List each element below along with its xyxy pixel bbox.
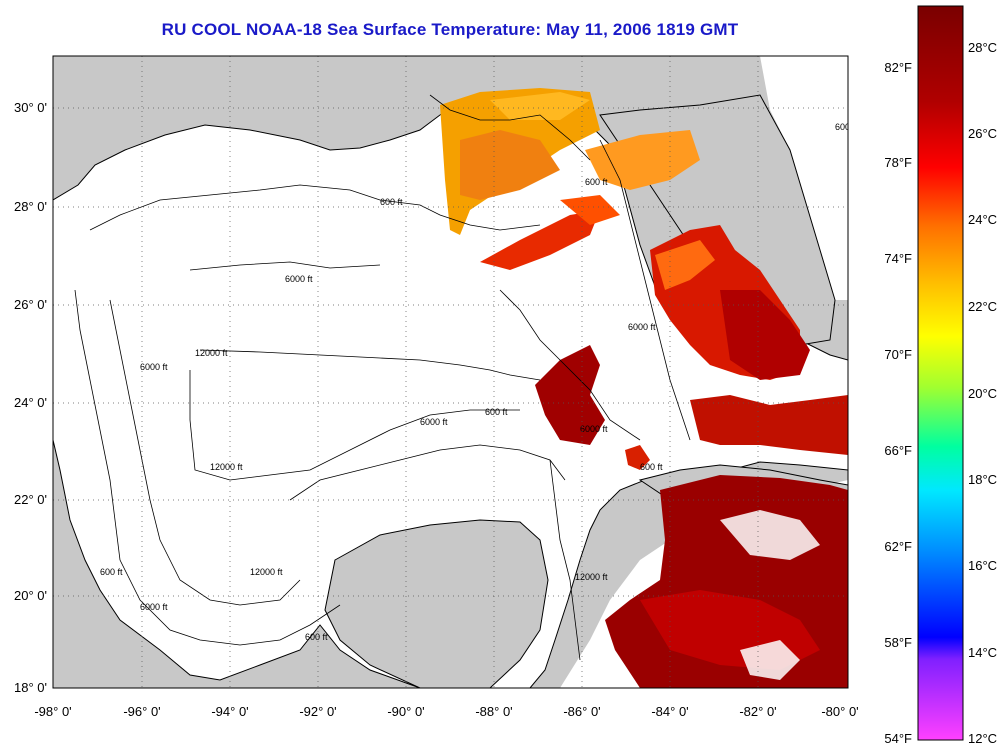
lon-axis: -98° 0' -96° 0' -94° 0' -92° 0' -90° 0' … <box>34 704 858 719</box>
lat-label: 18° 0' <box>14 680 47 695</box>
c-label: 14°C <box>968 645 997 660</box>
svg-text:600 ft: 600 ft <box>305 632 328 642</box>
lon-label: -96° 0' <box>123 704 160 719</box>
lon-label: -88° 0' <box>475 704 512 719</box>
svg-text:6000 ft: 6000 ft <box>420 417 448 427</box>
map-area: 600 ft 600 ft 600 ft 600 ft 600 ft 600 f… <box>53 56 858 688</box>
fahrenheit-scale: 82°F 78°F 74°F 70°F 66°F 62°F 58°F 54°F <box>884 60 912 746</box>
lon-label: -80° 0' <box>821 704 858 719</box>
lat-label: 24° 0' <box>14 395 47 410</box>
f-label: 54°F <box>884 731 912 746</box>
c-label: 16°C <box>968 558 997 573</box>
svg-text:600 ft: 600 ft <box>380 197 403 207</box>
svg-text:12000 ft: 12000 ft <box>575 572 608 582</box>
sst-data <box>440 88 848 688</box>
c-label: 20°C <box>968 386 997 401</box>
svg-text:6000 ft: 6000 ft <box>140 362 168 372</box>
colorbar: 82°F 78°F 74°F 70°F 66°F 62°F 58°F 54°F … <box>884 5 997 746</box>
lon-label: -98° 0' <box>34 704 71 719</box>
svg-text:600 ft: 600 ft <box>585 177 608 187</box>
lon-label: -92° 0' <box>299 704 336 719</box>
svg-text:600 ft: 600 ft <box>100 567 123 577</box>
svg-text:12000 ft: 12000 ft <box>195 348 228 358</box>
map-frame <box>52 55 849 689</box>
c-label: 24°C <box>968 212 997 227</box>
svg-text:600 ft: 600 ft <box>640 462 663 472</box>
lon-label: -86° 0' <box>563 704 600 719</box>
f-label: 74°F <box>884 251 912 266</box>
c-label: 22°C <box>968 299 997 314</box>
gulf-water <box>53 94 848 688</box>
svg-text:600 ft: 600 ft <box>835 122 858 132</box>
colorbar-gradient <box>917 5 964 741</box>
c-label: 26°C <box>968 126 997 141</box>
f-label: 82°F <box>884 60 912 75</box>
svg-text:6000 ft: 6000 ft <box>628 322 656 332</box>
c-label: 18°C <box>968 472 997 487</box>
f-label: 78°F <box>884 155 912 170</box>
lon-label: -94° 0' <box>211 704 248 719</box>
svg-text:12000 ft: 12000 ft <box>210 462 243 472</box>
f-label: 66°F <box>884 443 912 458</box>
svg-text:600 ft: 600 ft <box>485 407 508 417</box>
svg-text:6000 ft: 6000 ft <box>580 424 608 434</box>
bathymetry-contours <box>74 94 691 661</box>
lat-label: 28° 0' <box>14 199 47 214</box>
celsius-scale: 28°C 26°C 24°C 22°C 20°C 18°C 16°C 14°C … <box>968 40 997 746</box>
lon-label: -90° 0' <box>387 704 424 719</box>
svg-text:12000 ft: 12000 ft <box>250 567 283 577</box>
f-label: 70°F <box>884 347 912 362</box>
map-title: RU COOL NOAA-18 Sea Surface Temperature:… <box>161 20 739 39</box>
lon-label: -82° 0' <box>739 704 776 719</box>
lat-label: 26° 0' <box>14 297 47 312</box>
f-label: 62°F <box>884 539 912 554</box>
lat-label: 22° 0' <box>14 492 47 507</box>
svg-text:6000 ft: 6000 ft <box>140 602 168 612</box>
lat-label: 30° 0' <box>14 100 47 115</box>
lon-label: -84° 0' <box>651 704 688 719</box>
lat-axis: 30° 0' 28° 0' 26° 0' 24° 0' 22° 0' 20° 0… <box>14 100 47 695</box>
graticule <box>53 56 848 688</box>
contour-labels: 600 ft 600 ft 600 ft 600 ft 600 ft 600 f… <box>100 122 858 642</box>
f-label: 58°F <box>884 635 912 650</box>
c-label: 28°C <box>968 40 997 55</box>
c-label: 12°C <box>968 731 997 746</box>
lat-label: 20° 0' <box>14 588 47 603</box>
svg-text:6000 ft: 6000 ft <box>285 274 313 284</box>
